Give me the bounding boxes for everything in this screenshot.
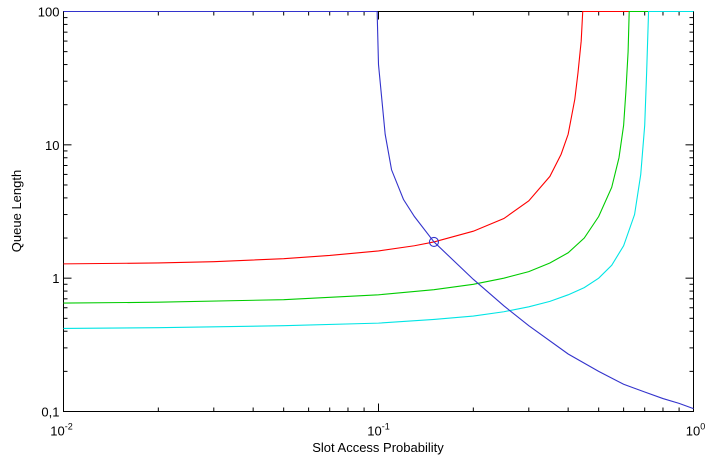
- y-tick-label: 1: [52, 271, 59, 286]
- x-tick-label: 10-2: [50, 422, 72, 439]
- y-tick-label: 10: [45, 138, 59, 153]
- annotation-layer: [428, 236, 440, 247]
- y-tick-label: 0,1: [41, 405, 59, 420]
- intersection-marker: [428, 236, 440, 247]
- series-line-3: [63, 10, 694, 329]
- y-tick-label: 100: [38, 5, 60, 20]
- series-line-1: [63, 10, 694, 265]
- x-tick-label: 10-1: [367, 422, 389, 439]
- series-line-4: [63, 10, 694, 410]
- plot-frame: [63, 11, 694, 412]
- tick-labels-layer: 10-2 10-1 100 0,1 1 10 100: [38, 5, 705, 439]
- series-line-2: [63, 10, 694, 304]
- ticks-layer: [63, 11, 694, 412]
- y-axis-label: Queue Length: [9, 170, 24, 252]
- series-layer: [63, 10, 694, 410]
- x-tick-label: 100: [686, 422, 705, 439]
- x-axis-label: Slot Access Probability: [312, 440, 444, 455]
